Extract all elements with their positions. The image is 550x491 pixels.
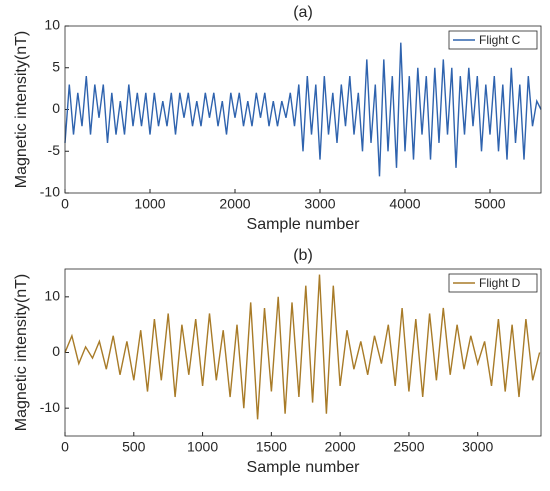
x-tick-label: 0 [61, 439, 69, 455]
y-tick-label: 5 [52, 58, 60, 74]
x-tick-label: 3000 [462, 439, 493, 455]
x-tick-label: 2000 [219, 196, 250, 212]
y-axis-label: Magnetic intensity(nT) [13, 274, 30, 431]
axes-box [64, 25, 542, 194]
x-tick-label: 3000 [304, 196, 335, 212]
x-tick-label: 500 [122, 439, 146, 455]
y-tick-label: 10 [44, 288, 60, 304]
legend-box [448, 273, 538, 293]
x-tick-label: 4000 [389, 196, 420, 212]
x-tick-label: 5000 [474, 196, 505, 212]
y-tick-label: -10 [40, 184, 60, 200]
axes-box [64, 268, 542, 437]
subplot-title: (b) [293, 247, 313, 264]
x-tick-label: 1000 [134, 196, 165, 212]
data-line [64, 42, 542, 177]
y-tick-label: 0 [52, 343, 60, 359]
x-tick-label: 1000 [187, 439, 218, 455]
y-tick-label: -5 [48, 142, 61, 158]
x-axis-label: Sample number [247, 459, 361, 476]
x-tick-label: 1500 [256, 439, 287, 455]
x-tick-label: 0 [61, 196, 69, 212]
y-tick-label: 0 [52, 100, 60, 116]
y-tick-label: -10 [40, 399, 60, 415]
y-axis-label: Magnetic intensity(nT) [13, 31, 30, 188]
data-line [64, 274, 541, 420]
subplot-title: (a) [293, 4, 313, 21]
legend-label: Flight D [479, 276, 521, 290]
y-tick-label: 10 [44, 17, 60, 33]
legend-box [448, 30, 538, 50]
x-axis-label: Sample number [247, 216, 361, 233]
x-tick-label: 2500 [393, 439, 424, 455]
legend-label: Flight C [479, 33, 521, 47]
x-tick-label: 2000 [325, 439, 356, 455]
